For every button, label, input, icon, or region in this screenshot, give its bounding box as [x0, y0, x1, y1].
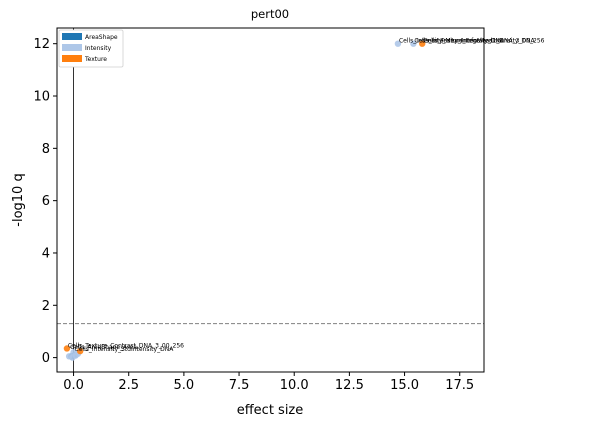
y-tick-label: 10 — [33, 90, 50, 105]
data-point-texture — [63, 345, 71, 352]
y-tick-label: 4 — [42, 246, 50, 261]
x-tick-label: 10.0 — [280, 378, 309, 393]
data-point-intensity — [410, 40, 417, 47]
plot-area: Cells_Intensity_MeanIntensity_DNACells_I… — [33, 27, 545, 393]
x-tick-label: 5.0 — [174, 378, 195, 393]
legend-swatch-texture — [62, 55, 82, 62]
y-axis-label: -log10 q — [11, 173, 26, 226]
x-tick-label: 17.5 — [445, 378, 474, 393]
y-tick-label: 0 — [42, 351, 50, 366]
y-tick-label: 8 — [42, 142, 50, 157]
plot-frame — [56, 27, 485, 373]
legend-label: AreaShape — [85, 34, 118, 41]
x-tick-label: 12.5 — [335, 378, 364, 393]
annotation-label: Cells_Texture_Contrast_DNA_3_00_256 — [68, 342, 184, 349]
y-tick-label: 12 — [33, 37, 50, 52]
legend-swatch-areashape — [62, 33, 82, 40]
data-point-intensity — [70, 349, 77, 356]
x-tick-label: 7.5 — [229, 378, 250, 393]
data-point-texture — [419, 40, 426, 47]
annotation-label: Cells_AreaShape_Area — [70, 344, 137, 351]
x-tick-label: 15.0 — [390, 378, 419, 393]
x-tick-label: 2.5 — [118, 378, 139, 393]
annotation-label: Cells_Intensity_MeanIntensity_DNA — [399, 38, 505, 45]
y-tick-label: 2 — [42, 299, 50, 314]
chart-title: pert00 — [251, 7, 289, 21]
legend-label: Texture — [84, 56, 107, 63]
data-point-texture — [76, 347, 84, 355]
x-tick-label: 0.0 — [63, 378, 84, 393]
annotation-label: Cells_Intensity_IntegratedIntensity_DNA — [414, 38, 535, 45]
y-tick-label: 6 — [42, 194, 50, 209]
legend-swatch-intensity — [62, 44, 82, 51]
data-point-intensity — [394, 40, 402, 47]
x-axis-label: effect size — [237, 403, 304, 418]
legend-label: Intensity — [85, 45, 112, 52]
annotation-label: Cells_Intensity_StdIntensity_DNA — [75, 346, 175, 353]
